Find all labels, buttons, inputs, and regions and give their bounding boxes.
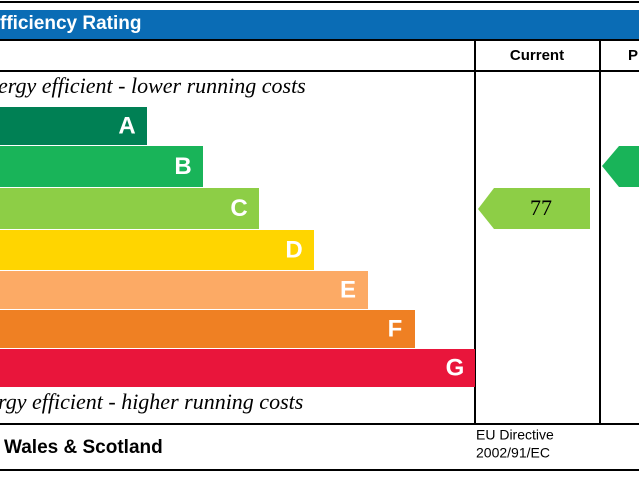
band-letter: C — [230, 195, 247, 222]
band-letter: A — [118, 112, 135, 139]
band-letter: G — [446, 354, 465, 381]
band — [0, 310, 415, 348]
current-arrow — [478, 188, 590, 229]
band-letter: F — [388, 315, 403, 342]
band-letter: D — [285, 236, 302, 263]
band-letter: E — [340, 276, 356, 303]
region: Wales & Scotland — [4, 437, 163, 458]
band — [0, 349, 475, 387]
band — [0, 230, 314, 270]
column-header: Current — [510, 47, 564, 64]
title-bar — [0, 10, 639, 39]
top-note: ergy efficient - lower running costs — [0, 73, 306, 98]
current-rating: 77 — [530, 195, 552, 220]
band — [0, 107, 147, 145]
directive: EU Directive — [476, 427, 554, 443]
band — [0, 271, 368, 309]
band — [0, 146, 203, 187]
column-header: P — [628, 47, 638, 64]
bottom-note: rgy efficient - higher running costs — [0, 389, 303, 414]
band — [0, 188, 259, 229]
title: fficiency Rating — [0, 13, 141, 34]
directive: 2002/91/EC — [476, 445, 550, 461]
band-letter: B — [174, 153, 191, 180]
potential-arrow — [602, 146, 639, 187]
